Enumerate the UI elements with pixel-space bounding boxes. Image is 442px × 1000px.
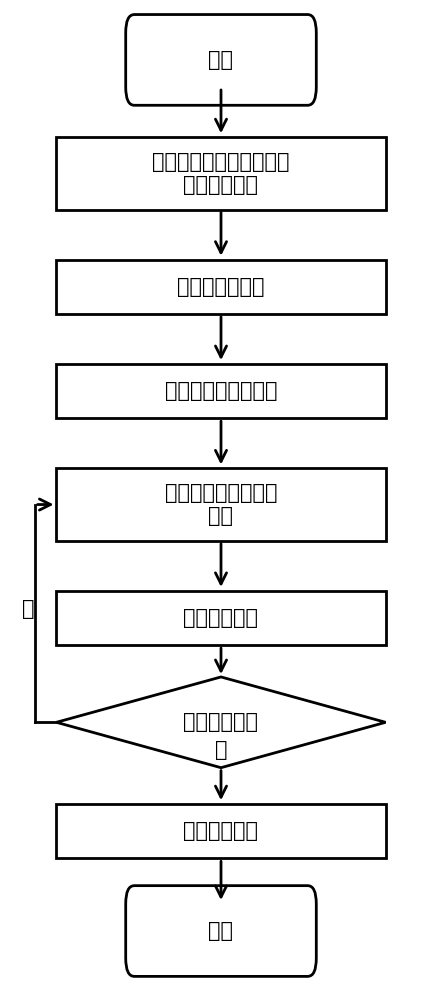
Text: 是: 是 (215, 740, 227, 760)
Bar (57, 260, 385, 314)
Text: 开始: 开始 (209, 50, 233, 70)
Text: 结束: 结束 (209, 921, 233, 941)
Text: 否: 否 (22, 599, 34, 619)
Text: 得到预测模型: 得到预测模型 (183, 821, 259, 841)
Text: 初始化算法所需参数: 初始化算法所需参数 (165, 381, 277, 401)
Bar (57, 804, 385, 858)
Bar (57, 137, 385, 210)
Bar (57, 364, 385, 418)
Polygon shape (57, 677, 385, 768)
FancyBboxPatch shape (126, 15, 316, 105)
FancyBboxPatch shape (126, 886, 316, 976)
Text: 整理历史数据得到训练数
据和测试数据: 整理历史数据得到训练数 据和测试数据 (152, 152, 290, 195)
Bar (57, 468, 385, 541)
Bar (57, 591, 385, 645)
Text: 计算下界函数: 计算下界函数 (183, 608, 259, 628)
Text: 更新近似后验分布的
参数: 更新近似后验分布的 参数 (165, 483, 277, 526)
Text: 数据归一化处理: 数据归一化处理 (177, 277, 265, 297)
Text: 判断是否收敛: 判断是否收敛 (183, 712, 259, 732)
